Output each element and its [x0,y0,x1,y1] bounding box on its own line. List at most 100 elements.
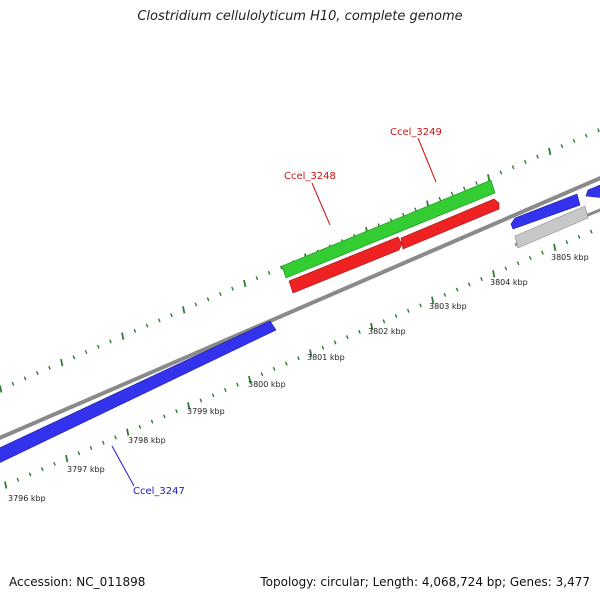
lower-tick [358,329,361,334]
axis-label-3802: 3802 kbp [368,327,406,336]
label-ccel-3248[interactable]: Ccel_3248 [284,171,336,182]
lower-tick [467,282,471,287]
lower-tick [236,382,239,387]
lower-tick [65,454,69,463]
lower-tick [138,424,142,429]
lower-tick [577,234,581,239]
upper-tick [84,350,88,355]
lower-tick [443,292,447,297]
upper-tick [218,291,222,296]
label-leader-ccel-3249 [417,137,437,183]
lower-tick [199,398,203,403]
gene-ccel-3249-green[interactable] [281,179,496,279]
lower-tick [53,461,56,466]
upper-tick [157,318,161,323]
lower-tick [248,375,252,384]
gene-blue-small[interactable] [510,193,581,230]
map-title: Clostridium cellulolyticum H10, complete… [137,9,463,24]
lower-tick [272,366,276,371]
upper-tick [48,365,51,370]
lower-tick [541,250,544,255]
axis-label-3798: 3798 kbp [128,436,166,445]
upper-tick [0,385,3,393]
lower-tick [297,356,300,361]
axis-label-3801: 3801 kbp [307,353,345,362]
axis-label-3799: 3799 kbp [187,407,225,416]
axis-label-3800: 3800 kbp [248,380,286,389]
lower-tick [553,243,557,252]
lower-tick [309,349,313,357]
upper-tick [572,138,576,143]
lower-tick [321,345,325,350]
upper-tick [182,306,186,314]
lower-tick [504,266,508,271]
lower-tick [162,414,166,419]
genome-backbone [0,175,600,441]
upper-tick [267,270,271,275]
lower-tick [4,481,8,489]
upper-tick [475,181,478,186]
gene-ccel-3249[interactable] [400,198,500,250]
upper-tick [11,381,15,386]
upper-tick [35,371,39,376]
lower-tick [528,255,532,260]
axis-label-3796: 3796 kbp [8,494,46,503]
lower-tick [16,477,20,482]
upper-tick [584,133,588,138]
upper-tick [523,159,527,164]
lower-tick [223,387,227,392]
upper-tick [72,355,76,360]
lower-tick [419,303,422,308]
lower-tick [370,322,374,331]
axis-label-3805: 3805 kbp [551,253,589,262]
upper-tick [96,344,100,349]
label-leader-ccel-3248 [311,182,331,226]
lower-tick [406,308,410,313]
lower-tick [28,472,32,477]
upper-tick [462,186,466,191]
lower-tick [345,335,349,340]
label-leader-ccel-3247 [111,445,135,487]
genome-summary-text: Topology: circular; Length: 4,068,724 bp… [260,575,590,589]
lower-tick [589,229,593,234]
upper-tick [487,174,491,182]
axis-label-3803: 3803 kbp [429,302,467,311]
axis-label-3797: 3797 kbp [67,465,105,474]
lower-tick [431,296,435,304]
upper-tick [560,144,564,149]
upper-tick [499,170,503,175]
lower-tick [101,440,105,445]
gene-grey[interactable] [514,205,589,249]
gene-ccel-3248[interactable] [288,236,403,294]
gene-ccel-3247[interactable] [0,320,277,465]
gene-blue-edge[interactable] [585,183,600,198]
lower-tick [492,270,496,278]
lower-tick [187,402,191,410]
lower-tick [480,277,483,282]
lower-tick [394,314,398,319]
label-ccel-3247[interactable]: Ccel_3247 [133,486,185,497]
upper-tick [450,191,454,196]
lower-tick [150,419,154,424]
accession-text: Accession: NC_011898 [9,575,146,589]
upper-tick [279,265,283,270]
lower-tick [89,446,93,451]
upper-tick [597,128,600,133]
upper-tick [243,279,247,288]
lower-tick [333,340,337,345]
upper-tick [60,358,64,367]
upper-tick [255,276,259,281]
upper-tick [145,323,149,328]
axis-label-3804: 3804 kbp [490,278,528,287]
upper-tick [548,147,552,156]
lower-tick [114,435,117,440]
lower-tick [284,361,288,366]
lower-tick [260,372,264,377]
label-ccel-3249[interactable]: Ccel_3249 [390,127,442,138]
upper-tick [206,297,210,302]
upper-tick [109,339,112,344]
lower-tick [175,409,178,414]
lower-tick [455,287,459,292]
upper-tick [170,313,173,318]
